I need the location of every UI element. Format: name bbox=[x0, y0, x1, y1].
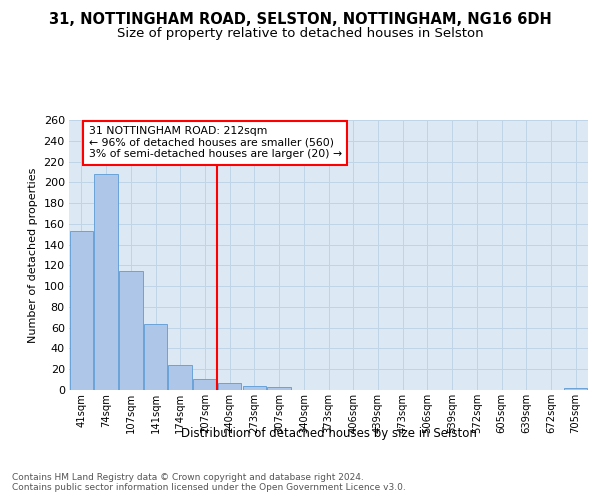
Bar bbox=[268, 387, 291, 390]
Bar bbox=[169, 365, 192, 390]
Bar bbox=[144, 324, 167, 390]
Text: 31, NOTTINGHAM ROAD, SELSTON, NOTTINGHAM, NG16 6DH: 31, NOTTINGHAM ROAD, SELSTON, NOTTINGHAM… bbox=[49, 12, 551, 28]
Text: Contains HM Land Registry data © Crown copyright and database right 2024.
Contai: Contains HM Land Registry data © Crown c… bbox=[12, 472, 406, 492]
Y-axis label: Number of detached properties: Number of detached properties bbox=[28, 168, 38, 342]
Bar bbox=[564, 388, 587, 390]
Bar bbox=[119, 270, 143, 390]
Bar bbox=[218, 382, 241, 390]
Text: 31 NOTTINGHAM ROAD: 212sqm
← 96% of detached houses are smaller (560)
3% of semi: 31 NOTTINGHAM ROAD: 212sqm ← 96% of deta… bbox=[89, 126, 342, 160]
Text: Size of property relative to detached houses in Selston: Size of property relative to detached ho… bbox=[116, 28, 484, 40]
Bar bbox=[193, 378, 217, 390]
Bar bbox=[242, 386, 266, 390]
Bar bbox=[70, 231, 93, 390]
Text: Distribution of detached houses by size in Selston: Distribution of detached houses by size … bbox=[181, 428, 477, 440]
Bar bbox=[94, 174, 118, 390]
